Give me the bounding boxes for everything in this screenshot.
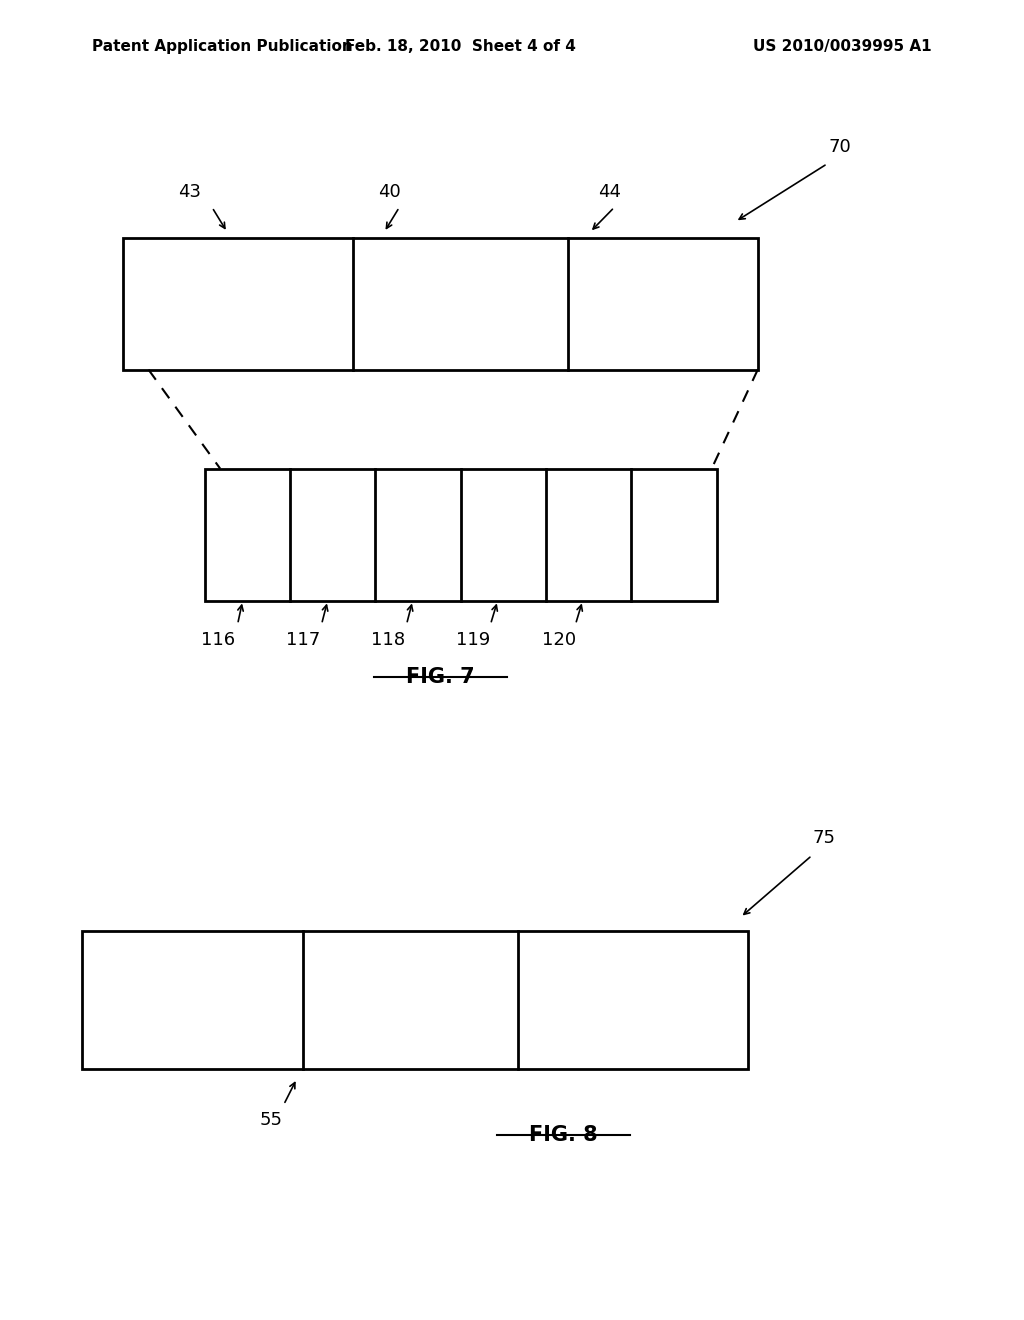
Text: US 2010/0039995 A1: US 2010/0039995 A1 <box>754 38 932 54</box>
Text: 55: 55 <box>260 1111 283 1130</box>
Text: 117: 117 <box>286 631 321 649</box>
Text: FIG. 7: FIG. 7 <box>406 667 475 686</box>
Text: 116: 116 <box>201 631 236 649</box>
Text: 40: 40 <box>378 182 400 201</box>
Text: 120: 120 <box>542 631 577 649</box>
Text: 118: 118 <box>371 631 406 649</box>
Text: 44: 44 <box>598 182 621 201</box>
Text: Feb. 18, 2010  Sheet 4 of 4: Feb. 18, 2010 Sheet 4 of 4 <box>345 38 577 54</box>
Bar <box>82 931 748 1069</box>
Text: FIG. 8: FIG. 8 <box>528 1125 598 1144</box>
Text: 119: 119 <box>456 631 490 649</box>
Bar <box>123 238 758 370</box>
Bar <box>205 469 717 601</box>
Text: 75: 75 <box>813 829 836 847</box>
Text: Patent Application Publication: Patent Application Publication <box>92 38 353 54</box>
Text: 70: 70 <box>828 137 851 156</box>
Text: 43: 43 <box>178 182 201 201</box>
